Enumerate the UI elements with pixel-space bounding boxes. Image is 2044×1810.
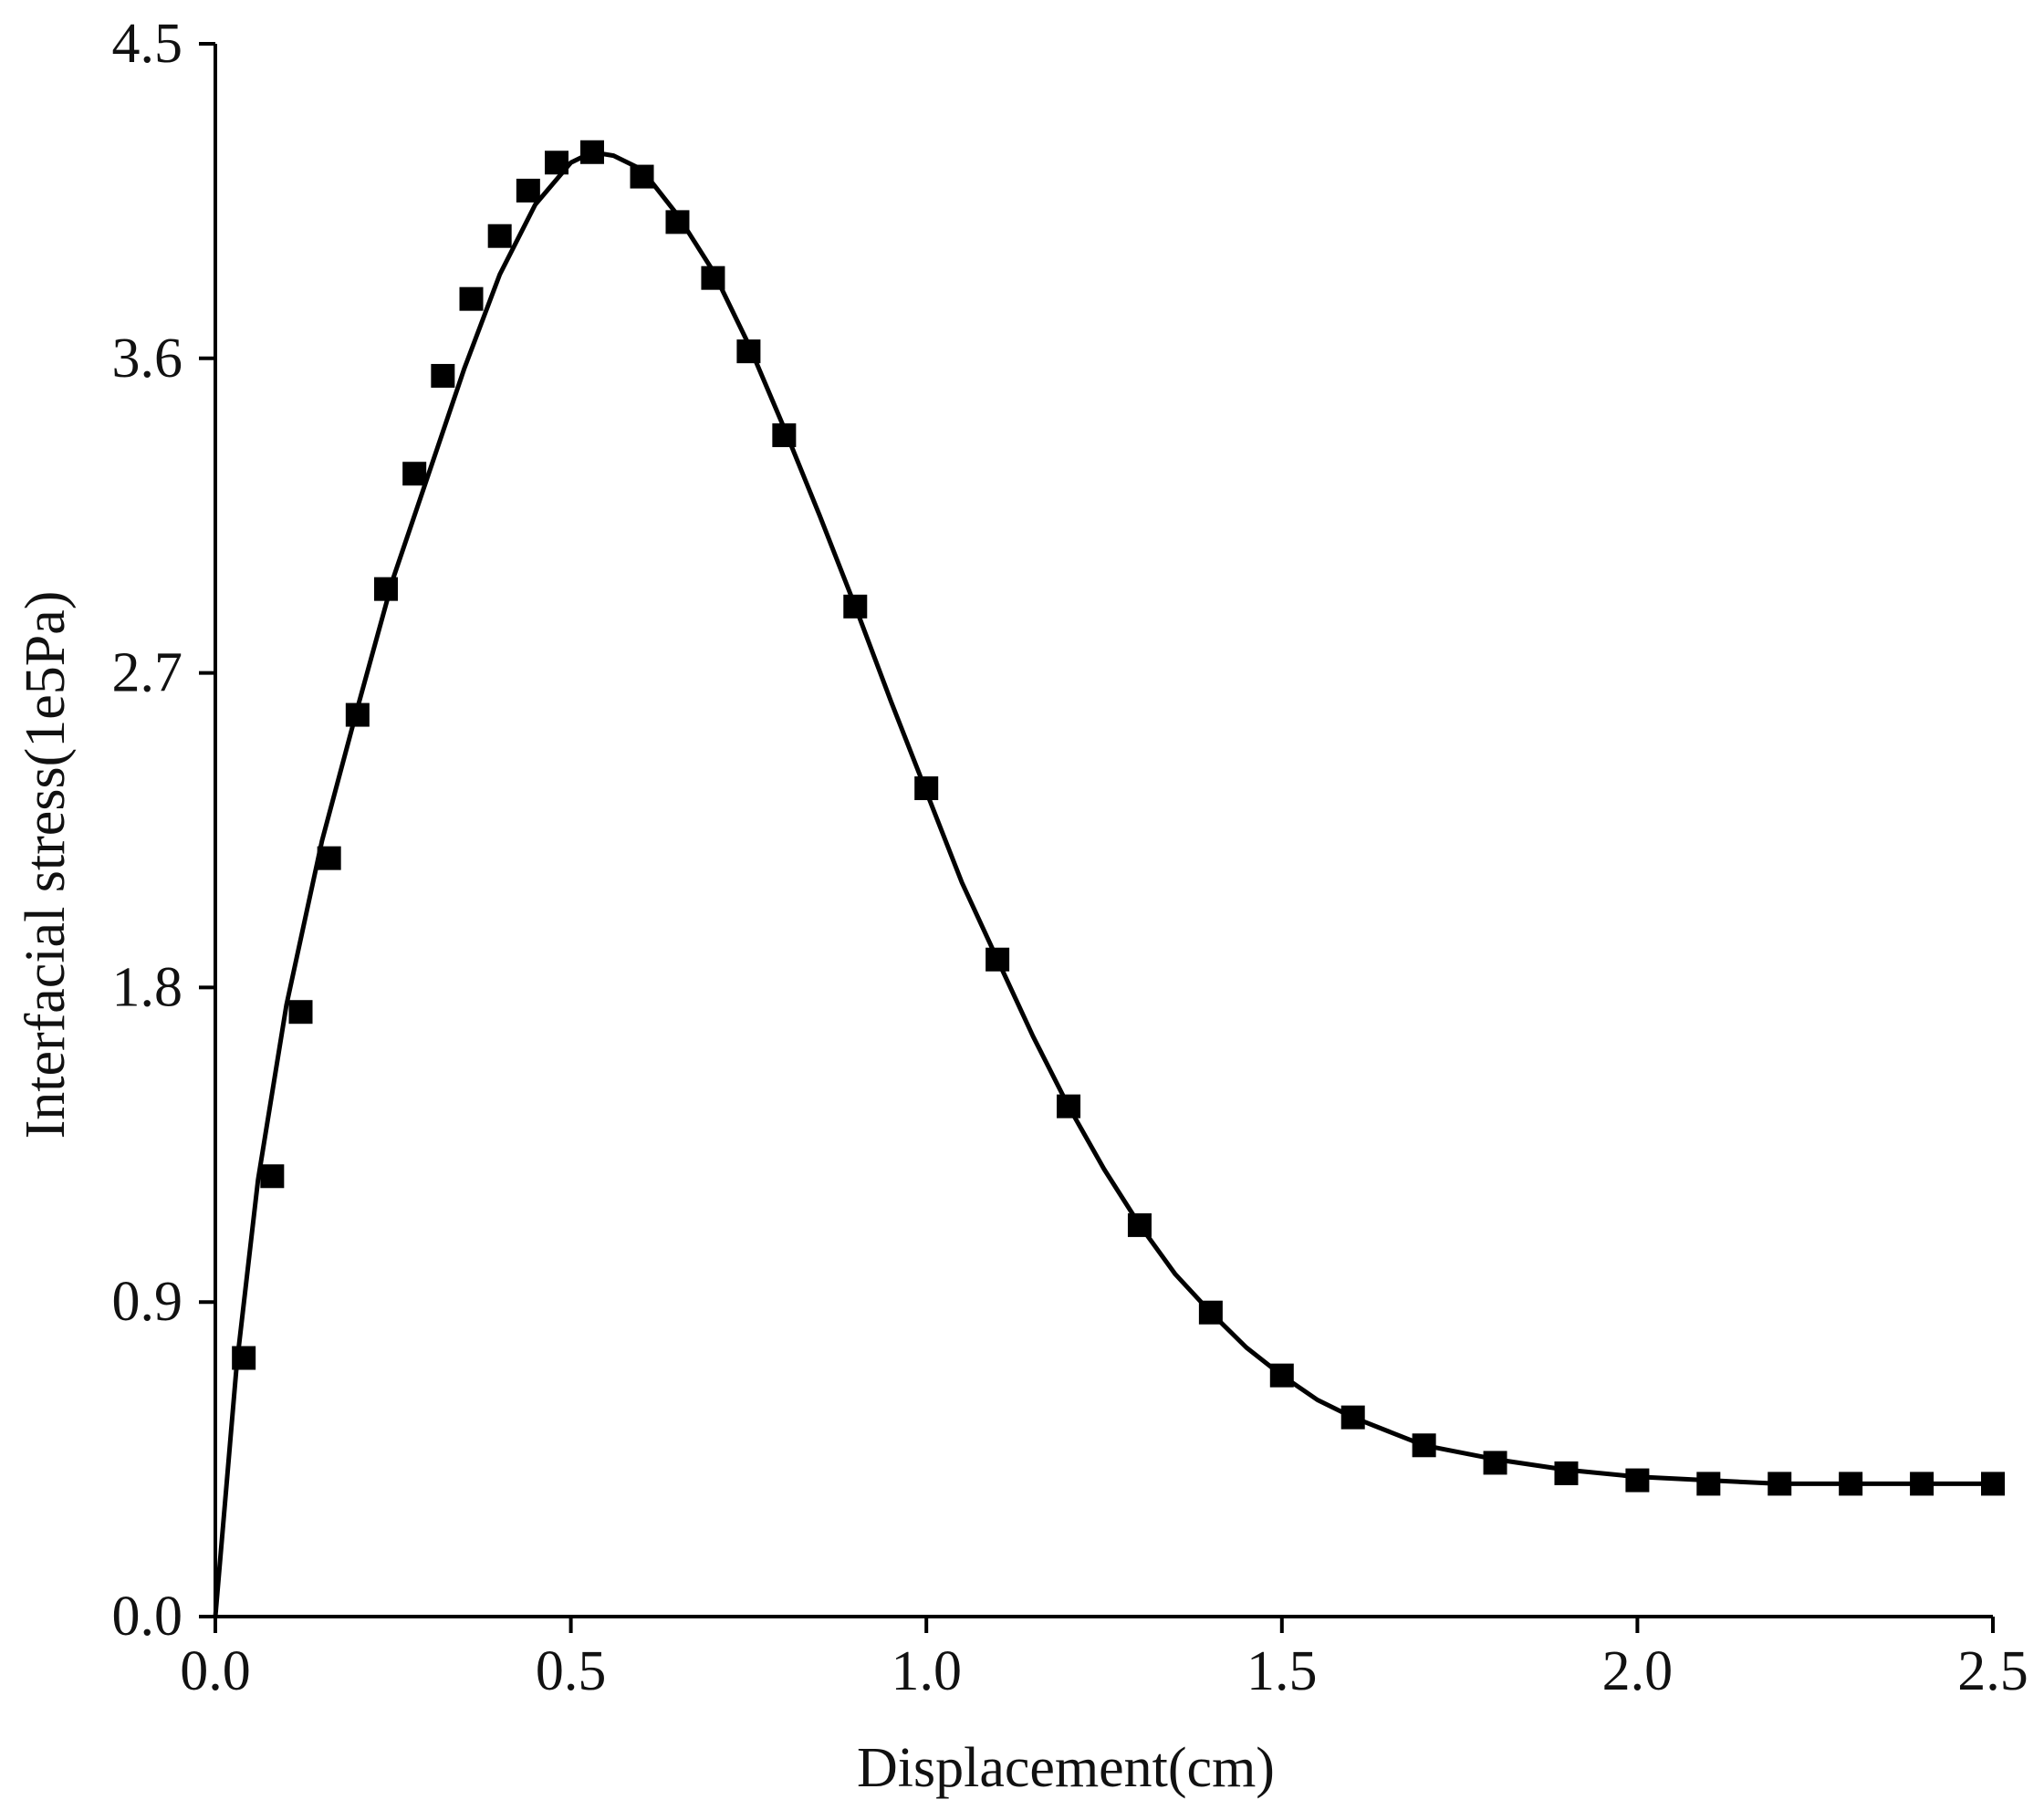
y-tick-label: 4.5 <box>112 13 183 75</box>
data-point <box>1057 1094 1081 1118</box>
data-point <box>1412 1433 1436 1458</box>
data-point <box>402 462 427 486</box>
data-point <box>516 178 540 203</box>
data-point <box>579 140 604 164</box>
data-point <box>1910 1472 1934 1496</box>
x-tick-label: 2.0 <box>1602 1640 1674 1702</box>
data-point <box>260 1164 285 1189</box>
data-point <box>736 339 761 364</box>
data-point <box>665 210 690 234</box>
data-point <box>374 577 399 601</box>
data-point <box>1269 1363 1294 1388</box>
data-point <box>345 702 370 727</box>
data-point <box>701 265 725 290</box>
data-point <box>1839 1472 1863 1496</box>
y-tick-label: 3.6 <box>112 328 183 390</box>
data-point <box>1340 1405 1365 1430</box>
data-point <box>986 947 1010 972</box>
series-markers <box>232 140 2005 1496</box>
y-tick-label: 0.9 <box>112 1271 183 1333</box>
series-curve <box>213 150 1993 1618</box>
data-point <box>232 1346 256 1370</box>
y-tick-label: 1.8 <box>112 956 183 1018</box>
y-axis-title: Interfacial stress(1e5Pa) <box>15 591 77 1139</box>
data-point <box>1198 1300 1223 1325</box>
x-tick-label: 0.0 <box>180 1640 251 1702</box>
data-point <box>317 846 341 870</box>
data-point <box>1483 1451 1507 1475</box>
data-point <box>545 151 569 175</box>
x-tick-label: 1.5 <box>1246 1640 1318 1702</box>
data-point <box>1625 1468 1650 1493</box>
x-axis-title: Displacement(cm) <box>857 1737 1275 1799</box>
data-point <box>1768 1472 1792 1496</box>
data-point <box>1554 1461 1579 1485</box>
x-tick-label: 2.5 <box>1957 1640 2028 1702</box>
data-point <box>772 423 797 448</box>
data-point <box>914 776 939 801</box>
y-tick-label: 0.0 <box>112 1586 183 1648</box>
data-point <box>459 286 484 311</box>
data-point <box>843 594 868 619</box>
data-point <box>1981 1472 2005 1496</box>
y-tick-label: 2.7 <box>112 642 183 704</box>
x-tick-label: 1.0 <box>891 1640 962 1702</box>
data-point <box>1127 1212 1152 1237</box>
ticks: 0.0 0.5 1.0 1.5 2.0 2.5 0.0 0.9 1.8 2.7 3.6 4.5 <box>112 13 2028 1702</box>
axes <box>214 44 1993 1618</box>
data-point <box>431 363 455 388</box>
data-point <box>630 164 654 189</box>
data-point <box>487 224 512 248</box>
data-point <box>1696 1472 1721 1496</box>
data-point <box>288 1000 313 1025</box>
x-tick-label: 0.5 <box>536 1640 607 1702</box>
